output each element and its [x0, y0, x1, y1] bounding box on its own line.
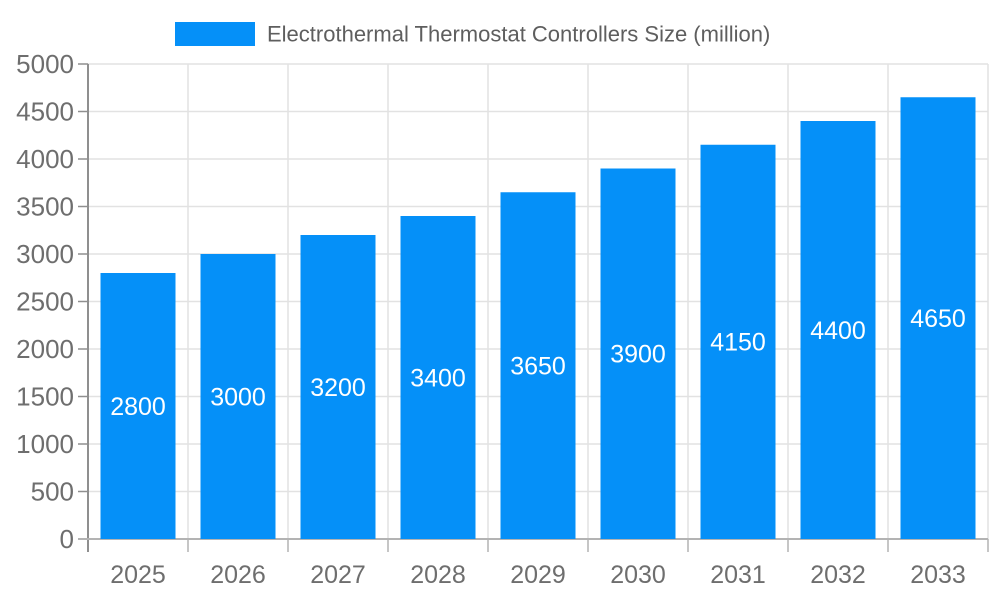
bar	[200, 254, 276, 539]
y-tick-label: 2500	[16, 287, 74, 317]
x-tick-label: 2025	[110, 561, 166, 589]
bar-value-label: 3200	[310, 374, 366, 402]
y-tick-label: 0	[60, 524, 74, 554]
y-tick-label: 4500	[16, 97, 74, 127]
y-tick-label: 1500	[16, 382, 74, 412]
bar	[900, 97, 976, 539]
x-tick-label: 2027	[310, 561, 366, 589]
x-tick-label: 2026	[210, 561, 266, 589]
bar-value-label: 4650	[910, 305, 966, 333]
legend-swatch	[175, 22, 255, 46]
x-tick-label: 2032	[810, 561, 866, 589]
bar	[100, 273, 176, 539]
y-tick-label: 3500	[16, 192, 74, 222]
bar	[700, 144, 776, 539]
y-tick-label: 4000	[16, 144, 74, 174]
x-tick-label: 2033	[910, 561, 966, 589]
bar-value-label: 4400	[810, 317, 866, 345]
bar-value-label: 3900	[610, 341, 666, 369]
bar-value-label: 3400	[410, 364, 466, 392]
bar	[400, 216, 476, 539]
y-tick-label: 3000	[16, 239, 74, 269]
bar-value-label: 2800	[110, 393, 166, 421]
y-tick-label: 1000	[16, 429, 74, 459]
bar-value-label: 3650	[510, 352, 566, 380]
x-tick-label: 2028	[410, 561, 466, 589]
legend-label: Electrothermal Thermostat Controllers Si…	[267, 22, 770, 47]
y-tick-label: 5000	[16, 49, 74, 79]
x-tick-label: 2030	[610, 561, 666, 589]
bar	[800, 121, 876, 539]
y-tick-label: 500	[31, 477, 74, 507]
bar	[500, 192, 576, 539]
y-tick-label: 2000	[16, 334, 74, 364]
bar-value-label: 3000	[210, 383, 266, 411]
bar-value-label: 4150	[710, 329, 766, 357]
x-tick-label: 2029	[510, 561, 566, 589]
bar	[600, 168, 676, 539]
bar	[300, 235, 376, 539]
x-tick-label: 2031	[710, 561, 766, 589]
